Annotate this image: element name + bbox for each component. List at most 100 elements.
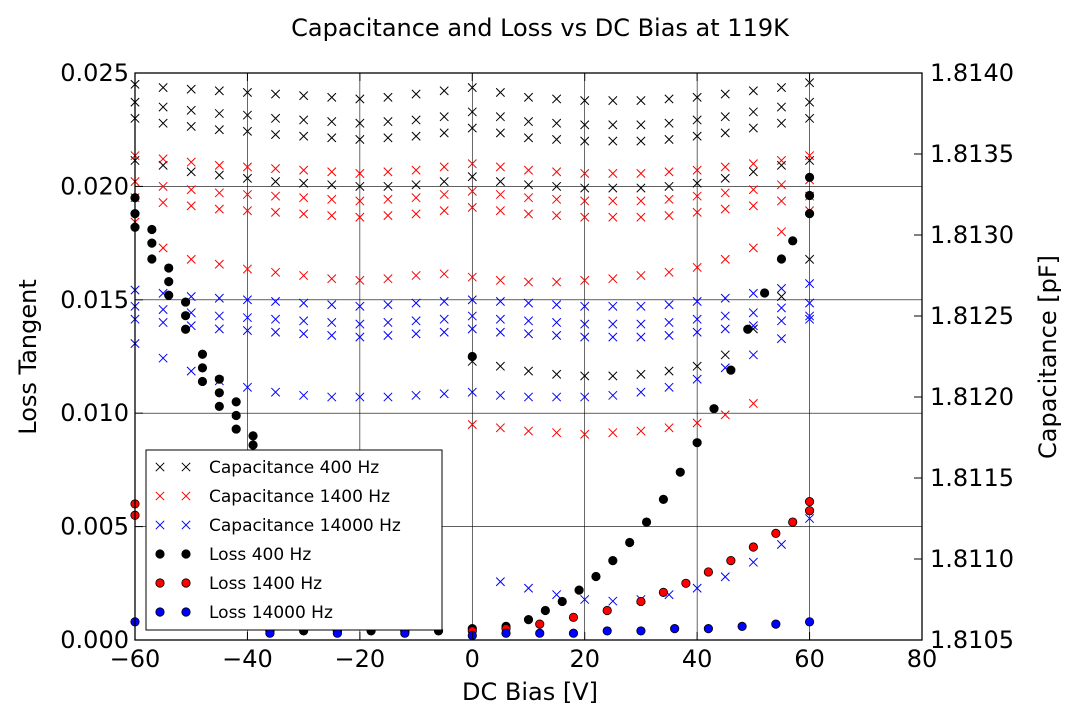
point-capacitance-1400-hz xyxy=(299,165,309,175)
point-capacitance-400-hz xyxy=(720,89,730,99)
point-capacitance-14000-hz xyxy=(467,295,477,305)
point-capacitance-14000-hz xyxy=(467,387,477,397)
point-capacitance-1400-hz xyxy=(552,194,562,204)
point-capacitance-400-hz xyxy=(552,181,562,191)
point-capacitance-400-hz xyxy=(383,181,393,191)
point-capacitance-14000-hz xyxy=(158,353,168,363)
point-capacitance-1400-hz xyxy=(748,185,758,195)
point-capacitance-14000-hz xyxy=(664,382,674,392)
point-loss-400-hz xyxy=(675,467,685,477)
point-capacitance-400-hz xyxy=(776,118,787,128)
point-capacitance-1400-hz xyxy=(692,207,702,217)
point-capacitance-14000-hz xyxy=(776,316,787,326)
point-loss-400-hz xyxy=(147,238,157,248)
legend-item-capacitance-400-hz: Capacitance 400 Hz xyxy=(155,458,379,478)
point-capacitance-1400-hz xyxy=(242,264,252,274)
point-capacitance-14000-hz xyxy=(805,513,815,524)
point-capacitance-400-hz xyxy=(805,254,815,264)
point-loss-400-hz xyxy=(540,605,550,616)
point-capacitance-1400-hz xyxy=(664,194,674,204)
point-capacitance-1400-hz xyxy=(664,423,674,433)
point-capacitance-400-hz xyxy=(523,180,534,190)
point-capacitance-1400-hz xyxy=(580,196,590,206)
point-capacitance-400-hz xyxy=(355,94,365,104)
point-loss-400-hz xyxy=(231,410,241,421)
point-capacitance-400-hz xyxy=(495,87,505,97)
point-capacitance-1400-hz xyxy=(636,196,646,206)
point-capacitance-1400-hz xyxy=(467,272,477,282)
point-capacitance-1400-hz xyxy=(776,180,787,190)
point-loss-400-hz xyxy=(692,438,702,448)
point-capacitance-400-hz xyxy=(242,110,252,120)
point-capacitance-1400-hz xyxy=(580,275,590,285)
point-loss-400-hz xyxy=(248,431,258,441)
point-loss-1400-hz xyxy=(703,567,713,577)
point-loss-400-hz xyxy=(164,290,174,300)
point-loss-1400-hz xyxy=(602,605,612,616)
point-capacitance-400-hz xyxy=(467,83,477,93)
point-capacitance-14000-hz xyxy=(327,317,337,328)
point-capacitance-1400-hz xyxy=(748,398,758,409)
point-capacitance-1400-hz xyxy=(692,262,702,272)
point-capacitance-400-hz xyxy=(636,369,646,379)
point-capacitance-400-hz xyxy=(411,89,421,99)
point-capacitance-400-hz xyxy=(748,86,758,96)
point-capacitance-1400-hz xyxy=(608,428,618,438)
point-capacitance-400-hz xyxy=(523,366,534,376)
legend-marker xyxy=(181,549,191,559)
point-capacitance-1400-hz xyxy=(158,154,168,164)
point-capacitance-400-hz xyxy=(270,113,281,123)
point-capacitance-14000-hz xyxy=(270,296,281,306)
point-capacitance-400-hz xyxy=(580,120,590,130)
point-capacitance-400-hz xyxy=(523,117,534,127)
point-capacitance-14000-hz xyxy=(299,390,309,400)
point-capacitance-14000-hz xyxy=(636,319,646,329)
point-capacitance-14000-hz xyxy=(636,332,646,342)
point-capacitance-400-hz xyxy=(664,181,674,191)
point-capacitance-400-hz xyxy=(720,128,730,138)
x-tick-label: −60 xyxy=(110,645,161,673)
point-capacitance-1400-hz xyxy=(636,426,646,436)
point-capacitance-400-hz xyxy=(327,180,337,190)
point-capacitance-400-hz xyxy=(692,178,702,188)
point-capacitance-1400-hz xyxy=(383,211,393,221)
point-capacitance-400-hz xyxy=(608,120,618,130)
point-capacitance-1400-hz xyxy=(608,274,618,284)
point-capacitance-400-hz xyxy=(158,102,168,112)
point-capacitance-1400-hz xyxy=(270,267,281,277)
legend-label: Loss 1400 Hz xyxy=(209,574,322,594)
legend-item-loss-14000-hz: Loss 14000 Hz xyxy=(155,603,333,623)
point-capacitance-1400-hz xyxy=(411,209,421,219)
point-capacitance-1400-hz xyxy=(327,274,337,284)
point-capacitance-1400-hz xyxy=(411,193,421,203)
chart-title: Capacitance and Loss vs DC Bias at 119K xyxy=(291,14,790,42)
point-capacitance-1400-hz xyxy=(720,188,730,198)
point-loss-400-hz xyxy=(214,401,224,411)
point-capacitance-14000-hz xyxy=(552,330,562,340)
point-capacitance-1400-hz xyxy=(495,275,505,285)
point-capacitance-14000-hz xyxy=(467,324,477,334)
point-capacitance-1400-hz xyxy=(776,227,787,237)
point-loss-1400-hz xyxy=(804,497,815,507)
point-capacitance-14000-hz xyxy=(299,329,309,339)
legend-item-capacitance-14000-hz: Capacitance 14000 Hz xyxy=(155,516,401,536)
point-capacitance-400-hz xyxy=(439,112,449,122)
point-loss-400-hz xyxy=(591,571,601,582)
point-capacitance-1400-hz xyxy=(411,165,421,175)
point-loss-1400-hz xyxy=(726,556,736,566)
point-capacitance-400-hz xyxy=(748,167,758,177)
point-loss-400-hz xyxy=(180,311,191,321)
point-capacitance-400-hz xyxy=(214,125,224,135)
point-capacitance-14000-hz xyxy=(158,304,168,315)
point-capacitance-400-hz xyxy=(636,95,646,106)
legend-marker xyxy=(181,491,191,501)
point-capacitance-14000-hz xyxy=(523,298,534,308)
point-capacitance-1400-hz xyxy=(355,196,365,206)
right-y-tick-label: 1.8135 xyxy=(930,140,1014,168)
point-capacitance-1400-hz xyxy=(467,186,477,196)
point-capacitance-14000-hz xyxy=(748,350,758,360)
point-capacitance-1400-hz xyxy=(720,410,730,420)
point-capacitance-400-hz xyxy=(580,183,590,193)
point-capacitance-400-hz xyxy=(327,133,337,143)
